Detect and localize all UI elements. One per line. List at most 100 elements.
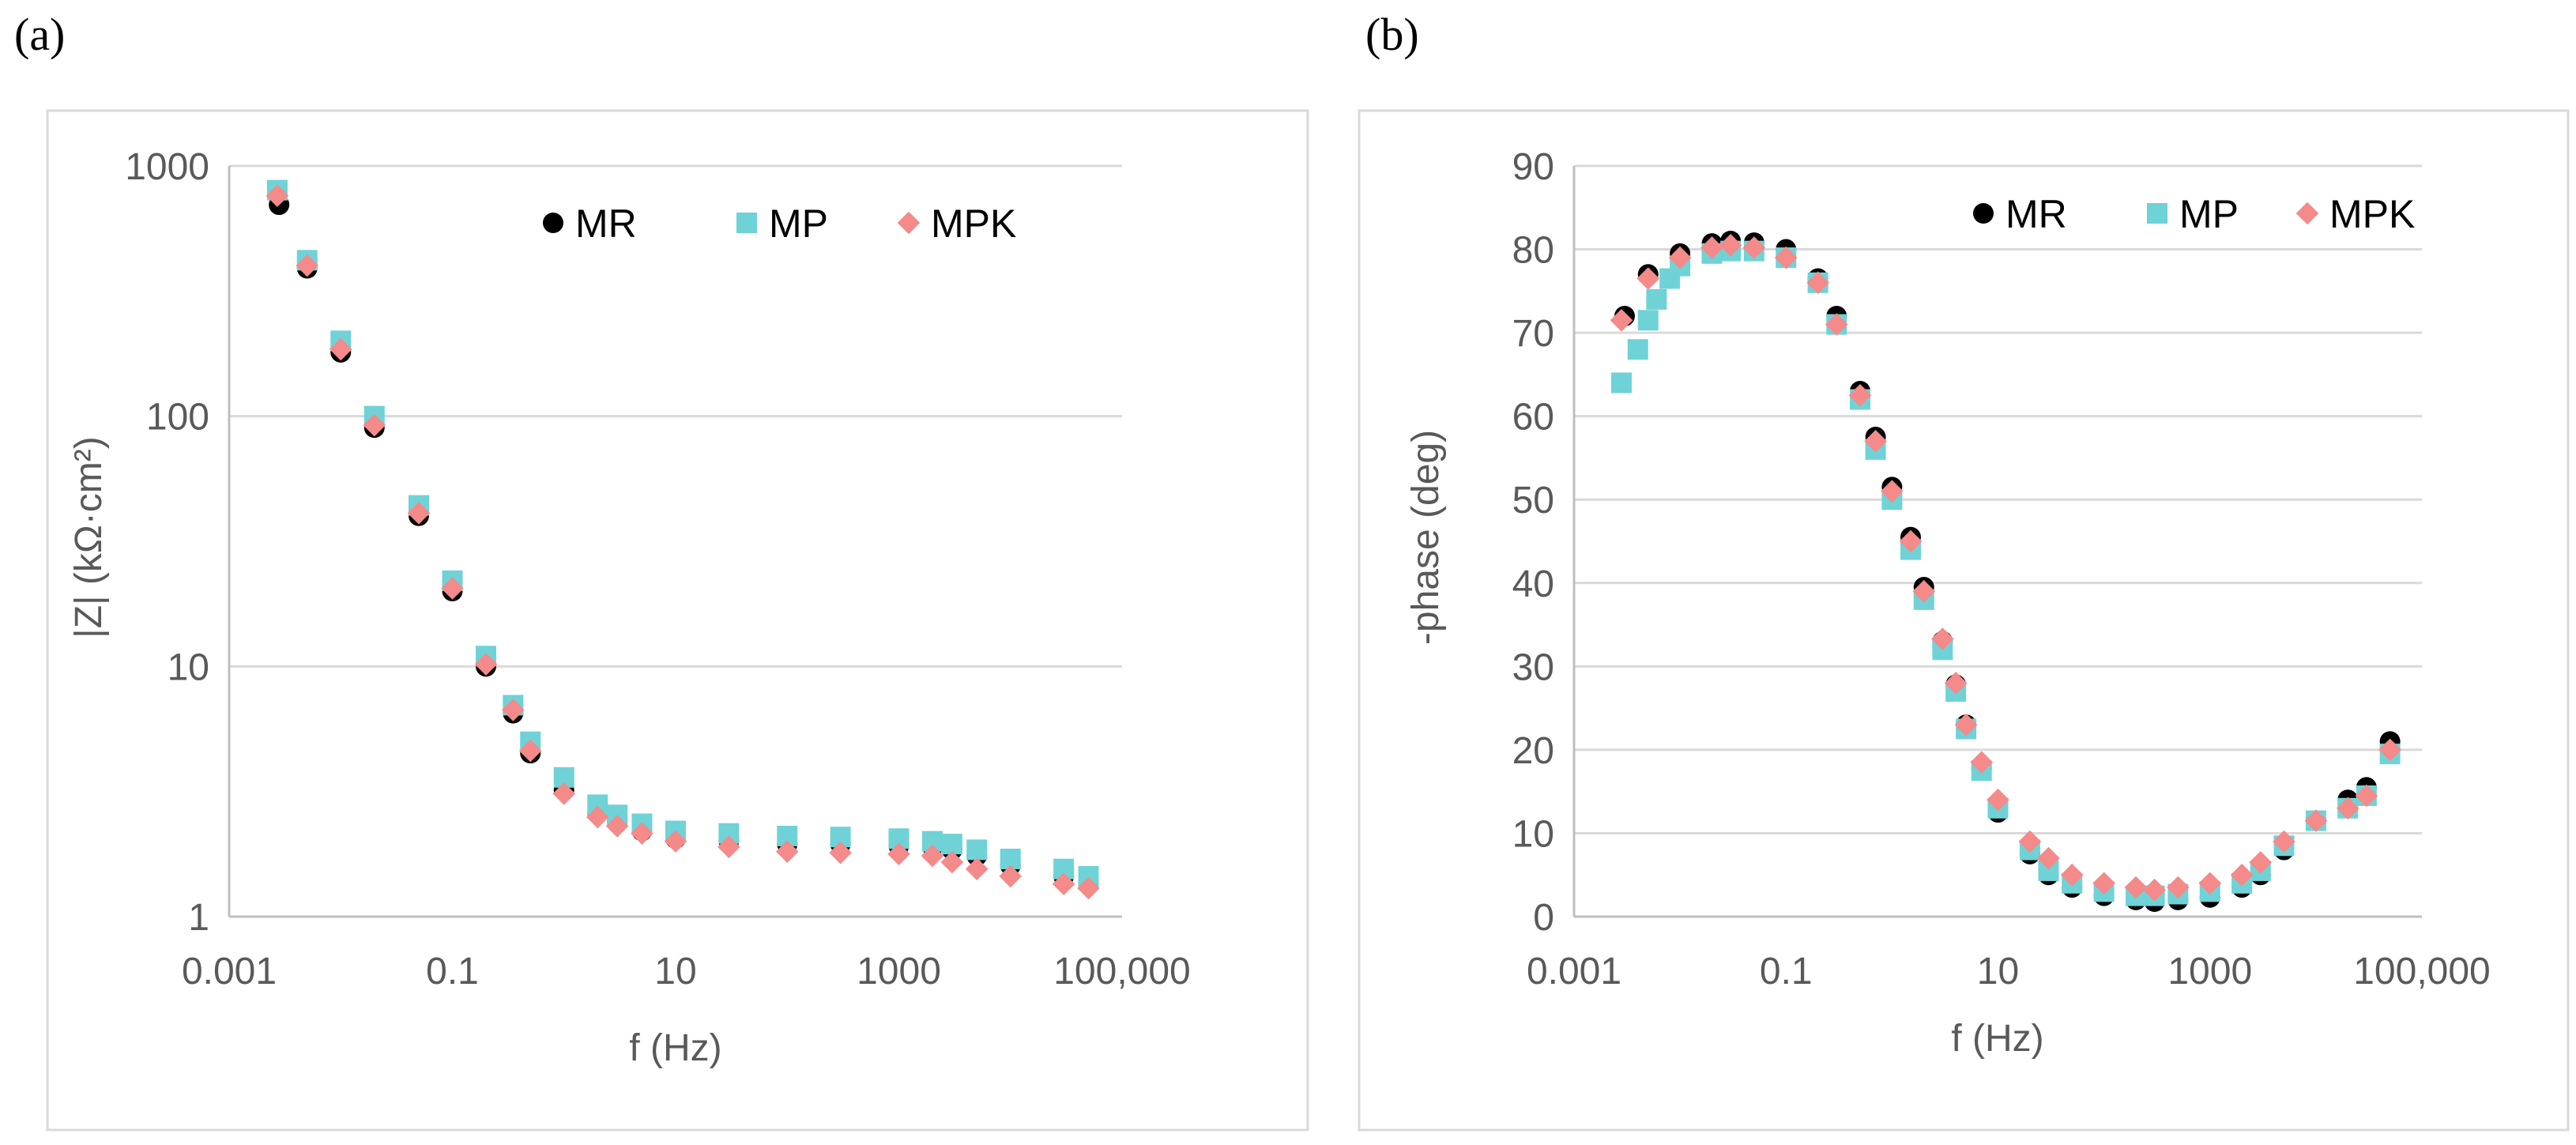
legend-marker-mr	[1973, 203, 1994, 224]
data-point-mp	[966, 839, 988, 861]
data-point-mpk	[441, 577, 464, 600]
data-point-mpk	[2167, 876, 2190, 899]
data-point-mpk	[586, 805, 609, 829]
x-tick-label: 0.1	[426, 951, 479, 992]
legend-marker-mp	[736, 213, 757, 233]
chart-b-points	[1610, 231, 2401, 912]
x-tick-label: 0.001	[1527, 951, 1621, 992]
chart-b-axes	[1572, 166, 2422, 918]
data-point-mpk	[1944, 672, 1968, 695]
chart-b-x-ticks: 0.001 0.1 10 1000 100,000	[1527, 951, 2491, 992]
data-point-mpk	[1806, 271, 1829, 295]
chart-a-points	[266, 179, 1100, 900]
chart-a-axes	[228, 166, 1122, 918]
data-point-mpk	[1719, 233, 1742, 257]
y-tick-label: 0	[1533, 897, 1554, 939]
chart-b-y-axis-title: -phase (deg)	[1405, 430, 1447, 645]
data-point-mpk	[2249, 851, 2273, 874]
data-point-mpk	[2143, 878, 2166, 902]
data-point-mpk	[296, 254, 319, 277]
chart-b-legend: MR MP MPK	[1973, 192, 2415, 236]
data-point-mpk	[940, 850, 964, 874]
chart-b-frame	[1358, 109, 2570, 1132]
y-tick-label: 40	[1512, 563, 1554, 605]
chart-b: 0 10 20 30 40 50 60 70 80 90 0.001 0.1 10 1000 100,00…	[1358, 109, 2570, 1132]
y-tick-label: 1	[188, 897, 209, 939]
data-point-mpk	[363, 413, 386, 437]
data-point-mpk	[887, 842, 910, 866]
legend-label-mr: MR	[2005, 192, 2067, 236]
y-tick-label: 20	[1512, 730, 1554, 772]
data-point-mpk	[474, 653, 498, 676]
x-tick-label: 10	[654, 951, 696, 992]
data-point-mpk	[502, 699, 525, 721]
data-point-mpk	[552, 782, 576, 805]
y-tick-label: 80	[1512, 230, 1554, 272]
legend-marker-mp	[2147, 203, 2167, 224]
x-tick-label: 1000	[857, 951, 941, 992]
data-point-mpk	[1987, 788, 2009, 812]
chart-b-x-axis-title: f (Hz)	[1951, 1018, 2043, 1060]
data-point-mpk	[1954, 713, 1978, 736]
x-tick-label: 1000	[2167, 951, 2252, 992]
legend-label-mpk: MPK	[931, 202, 1016, 246]
y-tick-label: 100	[146, 397, 209, 439]
data-point-mpk	[1848, 383, 1872, 407]
x-tick-label: 10	[1977, 951, 2019, 992]
data-point-mpk	[1899, 529, 1923, 553]
data-point-mpk	[1881, 480, 1904, 503]
data-point-mp	[1627, 339, 1648, 360]
chart-a-frame	[46, 109, 1309, 1132]
data-point-mpk	[2304, 809, 2328, 832]
data-point-mpk	[717, 835, 740, 859]
legend-label-mr: MR	[575, 202, 637, 246]
data-point-mp	[1610, 372, 1632, 394]
data-point-mpk	[2336, 797, 2359, 820]
data-point-mpk	[1742, 236, 1766, 259]
y-tick-label: 10	[1512, 813, 1554, 855]
data-point-mpk	[1931, 627, 1954, 650]
data-point-mpk	[829, 841, 852, 864]
data-point-mpk	[1610, 308, 1633, 332]
data-point-mpk	[518, 739, 542, 763]
data-point-mpk	[921, 844, 944, 868]
data-point-mpk	[266, 184, 289, 208]
chart-a-x-axis-title: f (Hz)	[629, 1027, 721, 1069]
data-point-mpk	[775, 840, 799, 863]
data-point-mp	[1646, 288, 1667, 310]
data-point-mpk	[1864, 430, 1887, 453]
data-point-mpk	[2124, 876, 2148, 899]
data-point-mpk	[2018, 830, 2042, 853]
data-point-mpk	[605, 815, 629, 838]
x-tick-label: 100,000	[2353, 951, 2491, 992]
data-point-mpk	[2198, 872, 2222, 895]
data-point-mpk	[2230, 863, 2254, 887]
chart-b-y-ticks: 0 10 20 30 40 50 60 70 80 90	[1512, 146, 1554, 939]
y-tick-label: 70	[1512, 313, 1554, 355]
legend-marker-mpk	[897, 211, 921, 235]
data-point-mpk	[1636, 267, 1660, 290]
y-tick-label: 10	[168, 646, 209, 688]
data-point-mpk	[1774, 246, 1798, 269]
chart-a-x-ticks: 0.001 0.1 10 1000 100,000	[182, 951, 1191, 992]
data-point-mpk	[407, 501, 431, 525]
data-point-mpk	[329, 337, 352, 361]
x-tick-label: 100,000	[1053, 951, 1191, 992]
legend-marker-mr	[543, 213, 563, 233]
data-point-mpk	[2273, 830, 2295, 853]
data-point-mpk	[2378, 738, 2401, 762]
y-tick-label: 1000	[125, 146, 209, 188]
data-point-mpk	[965, 857, 989, 881]
y-tick-label: 60	[1512, 397, 1554, 439]
data-point-mp	[1637, 310, 1659, 331]
data-point-mp	[941, 834, 962, 855]
data-point-mpk	[2355, 784, 2378, 808]
data-point-mpk	[999, 864, 1022, 888]
x-tick-label: 0.1	[1760, 951, 1813, 992]
data-point-mpk	[2037, 846, 2060, 870]
y-tick-label: 50	[1512, 480, 1554, 522]
data-point-mpk	[1970, 751, 1994, 774]
data-point-mpk	[631, 822, 653, 846]
